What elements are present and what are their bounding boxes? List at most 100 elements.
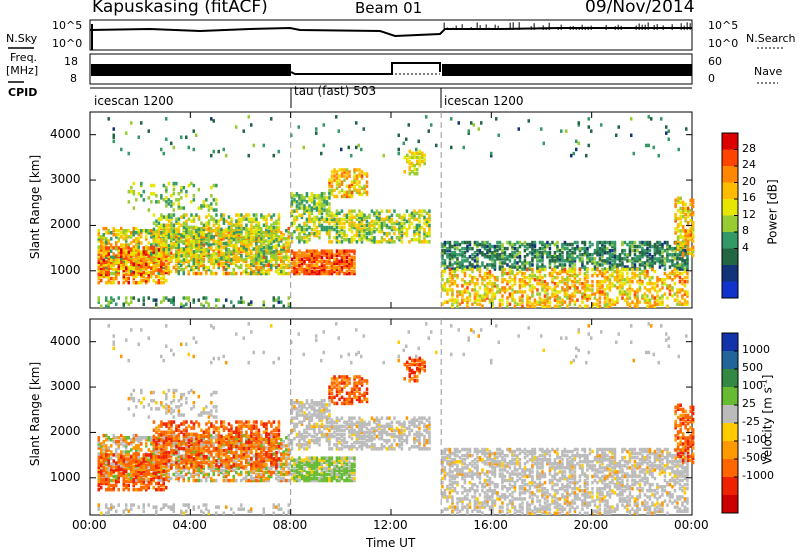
nave-tick-low: 0: [708, 72, 715, 85]
power-cell: [247, 251, 250, 255]
power-cell: [348, 174, 351, 178]
power-cell: [192, 147, 195, 152]
power-cell: [267, 261, 270, 266]
power-cell: [323, 200, 326, 204]
power-cell: [571, 255, 574, 259]
power-cell: [340, 261, 344, 266]
power-cell: [147, 276, 150, 281]
power-cell: [162, 246, 165, 250]
power-cell: [601, 290, 604, 294]
power-cell: [398, 225, 401, 230]
power-cell: [330, 184, 334, 188]
power-cell: [210, 269, 213, 274]
power-cell: [683, 253, 687, 257]
power-cell: [503, 288, 507, 292]
power-cell: [335, 186, 339, 190]
power-cell: [328, 184, 331, 188]
power-cell: [543, 280, 547, 284]
power-cell: [185, 227, 188, 232]
power-cell: [127, 254, 130, 258]
power-cell: [323, 202, 326, 206]
velocity-cell: [135, 478, 138, 483]
power-cell: [190, 233, 193, 238]
power-cell: [165, 258, 168, 262]
power-cell: [202, 231, 205, 235]
power-cell: [300, 200, 304, 204]
power-cell: [315, 194, 319, 198]
power-cell: [185, 248, 188, 252]
power-cell: [486, 248, 489, 253]
power-cell: [250, 221, 253, 225]
power-cell: [152, 256, 155, 260]
power-cell: [237, 251, 240, 255]
power-cell: [212, 119, 215, 123]
power-cell: [666, 248, 669, 253]
power-cell: [132, 226, 135, 231]
power-cell: [393, 221, 396, 226]
power-cell: [451, 282, 454, 286]
power-cell: [102, 237, 105, 241]
power-cell: [428, 215, 431, 220]
power-cell: [661, 286, 664, 290]
power-cell: [227, 250, 231, 254]
power-cell: [571, 294, 574, 298]
power-cell: [323, 269, 326, 274]
power-cell: [350, 240, 354, 244]
velocity-cell: [137, 446, 140, 450]
power-cell: [523, 261, 527, 265]
power-cell: [493, 294, 497, 298]
power-cell: [247, 302, 250, 306]
power-cell: [443, 269, 447, 274]
power-cell: [648, 263, 652, 267]
power-cell: [656, 302, 659, 306]
power-cell: [480, 121, 483, 125]
power-cell: [353, 271, 356, 276]
power-cell: [115, 267, 118, 272]
power-cell: [225, 252, 228, 256]
velocity-cell: [137, 444, 140, 448]
power-cell: [691, 221, 695, 225]
power-cell: [493, 251, 497, 255]
power-cell: [167, 233, 170, 237]
power-cell: [260, 233, 263, 238]
power-cell: [230, 233, 233, 238]
power-cell: [333, 213, 336, 217]
power-cell: [636, 248, 639, 253]
power-cell: [250, 233, 253, 238]
power-cell: [648, 240, 652, 245]
power-cell: [568, 253, 572, 257]
power-cell: [551, 278, 554, 282]
power-cell: [125, 259, 128, 264]
power-cell: [427, 129, 430, 133]
power-cell: [448, 240, 452, 245]
power-cell: [618, 275, 622, 280]
power-cell: [350, 213, 354, 217]
power-cell: [521, 280, 524, 284]
power-cell: [227, 271, 230, 276]
power-cell: [333, 263, 336, 268]
power-cell: [413, 211, 416, 215]
velocity-cell: [125, 436, 128, 440]
power-cell: [653, 296, 657, 300]
power-cell: [408, 223, 411, 228]
power-cell: [125, 250, 128, 254]
power-cell: [305, 217, 309, 222]
power-cell: [368, 225, 371, 230]
power-cell: [523, 265, 527, 269]
power-cell: [633, 259, 637, 263]
power-cell: [160, 225, 163, 230]
power-cell: [257, 229, 261, 234]
power-cell: [320, 259, 324, 264]
power-cell: [538, 255, 542, 259]
power-cell: [160, 194, 163, 198]
power-cell: [132, 296, 135, 300]
power-cell: [210, 235, 213, 240]
power-cell: [237, 239, 241, 244]
power-cell: [498, 302, 502, 306]
power-cell: [287, 265, 290, 270]
power-cell: [598, 280, 602, 284]
power-cell: [212, 265, 215, 270]
power-cell: [521, 273, 524, 278]
power-cell: [130, 296, 133, 300]
power-cell: [287, 237, 290, 241]
